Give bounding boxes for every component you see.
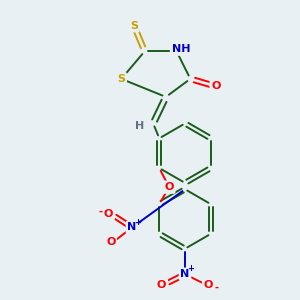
Text: O: O xyxy=(157,280,166,290)
Text: +: + xyxy=(187,264,194,273)
Text: S: S xyxy=(130,21,138,31)
Text: N: N xyxy=(180,269,190,279)
Text: +: + xyxy=(134,218,141,227)
Text: S: S xyxy=(117,74,125,84)
Text: O: O xyxy=(164,182,174,192)
Text: O: O xyxy=(211,81,220,91)
Text: O: O xyxy=(106,237,116,248)
Text: -: - xyxy=(215,283,219,293)
Text: -: - xyxy=(98,207,102,217)
Text: N: N xyxy=(127,223,136,232)
Text: O: O xyxy=(204,280,213,290)
Text: NH: NH xyxy=(172,44,190,54)
Text: H: H xyxy=(135,121,144,130)
Text: O: O xyxy=(104,209,113,219)
